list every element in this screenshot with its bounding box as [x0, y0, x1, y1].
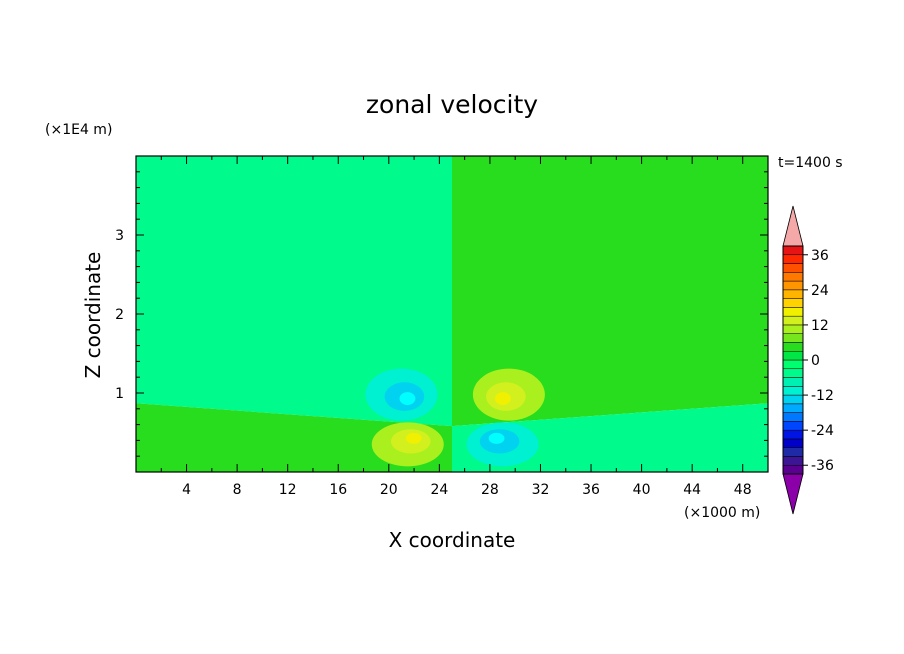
- colorbar-swatch: [782, 333, 804, 343]
- cell-lower-left: [371, 422, 444, 467]
- x-tick-label: 36: [582, 482, 600, 498]
- colorbar-swatch: [782, 280, 804, 291]
- region-upper-left: [136, 156, 452, 427]
- cell-lower-left-level-2: [405, 432, 422, 444]
- x-unit-label: (×1000 m): [684, 505, 760, 521]
- chart-title: zonal velocity: [366, 90, 538, 119]
- colorbar-swatch: [782, 245, 804, 256]
- x-tick-label: 20: [380, 482, 398, 498]
- x-tick-label: 4: [182, 482, 191, 498]
- x-tick-label: 8: [233, 482, 242, 498]
- colorbar-swatch: [782, 307, 804, 317]
- colorbar-swatch: [782, 350, 804, 361]
- region-lower-left: [136, 403, 452, 472]
- colorbar-swatch: [782, 403, 804, 413]
- x-tick-label: 24: [430, 482, 448, 498]
- colorbar-swatch: [782, 394, 804, 405]
- velocity-field: [136, 156, 768, 472]
- colorbar-tick-label: -36: [811, 458, 834, 474]
- y-tick-label: 2: [115, 307, 124, 323]
- colorbar-tick-label: -12: [811, 388, 834, 404]
- y-tick-label: 1: [115, 386, 124, 402]
- colorbar-swatch: [782, 421, 804, 431]
- x-tick-label: 32: [532, 482, 550, 498]
- colorbar-swatch: [782, 412, 804, 422]
- colorbar-over-arrow: [782, 205, 804, 247]
- x-tick-label: 16: [329, 482, 347, 498]
- cell-lower-right-level-2: [488, 432, 505, 444]
- colorbar-swatch: [782, 447, 804, 457]
- colorbar-swatch: [782, 377, 804, 387]
- colorbar-swatch: [782, 464, 804, 475]
- cell-upper-right-level-2: [494, 392, 511, 406]
- colorbar-under-arrow: [782, 473, 804, 515]
- x-tick-label: 12: [279, 482, 297, 498]
- colorbar-swatch: [782, 456, 804, 466]
- colorbar-swatch: [782, 359, 804, 370]
- x-tick-label: 44: [683, 482, 701, 498]
- x-tick-label: 48: [734, 482, 752, 498]
- cell-upper-right: [472, 368, 545, 421]
- colorbar-swatch: [782, 324, 804, 334]
- colorbar-swatch: [782, 298, 804, 308]
- colorbar: 36 24 12 0 -12 -24 -36: [782, 205, 834, 515]
- cell-lower-right: [466, 422, 539, 467]
- colorbar-swatch: [782, 438, 804, 448]
- colorbar-tick-label: -24: [811, 423, 834, 439]
- cell-upper-left-level-2: [399, 392, 416, 406]
- colorbar-swatch: [782, 263, 804, 273]
- colorbar-swatch: [782, 368, 804, 378]
- cell-upper-left: [365, 368, 438, 421]
- colorbar-tick-label: 12: [811, 318, 829, 334]
- colorbar-swatch: [782, 429, 804, 440]
- y-unit-label: (×1E4 m): [45, 122, 112, 138]
- colorbar-tick-label: 0: [811, 353, 820, 369]
- x-tick-label: 28: [481, 482, 499, 498]
- region-upper-right: [452, 156, 768, 427]
- time-label: t=1400 s: [778, 155, 843, 171]
- colorbar-swatch: [782, 386, 804, 396]
- colorbar-swatch: [782, 315, 804, 326]
- y-tick-label: 3: [115, 228, 124, 244]
- colorbar-swatch: [782, 254, 804, 264]
- colorbar-tick-label: 36: [811, 248, 829, 264]
- x-axis-label: X coordinate: [389, 528, 516, 552]
- colorbar-swatch: [782, 272, 804, 282]
- colorbar-tick-label: 24: [811, 283, 829, 299]
- colorbar-swatch: [782, 289, 804, 299]
- y-axis-label: Z coordinate: [81, 252, 105, 379]
- colorbar-swatch: [782, 342, 804, 352]
- x-tick-label: 40: [633, 482, 651, 498]
